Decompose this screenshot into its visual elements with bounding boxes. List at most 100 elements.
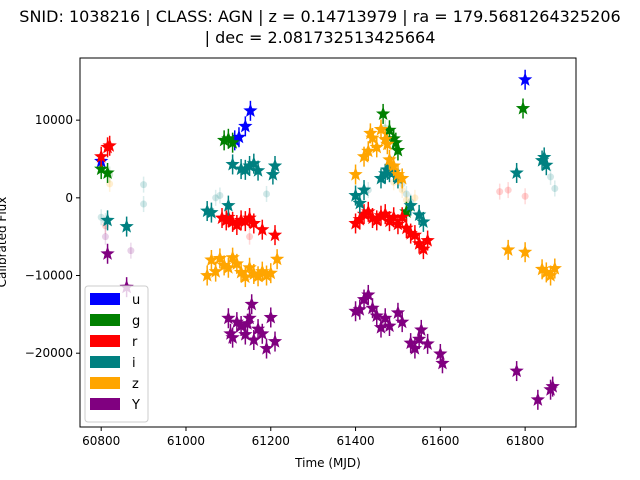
data-point-z (501, 242, 516, 256)
data-point-u (227, 132, 242, 147)
faint-point-r (521, 192, 529, 200)
y-tick-label: 0 (65, 191, 73, 205)
data-point-z (361, 143, 376, 158)
data-point-r (412, 236, 427, 250)
data-point-Y (545, 379, 560, 393)
data-point-z (242, 260, 257, 274)
detection-markers-layer (94, 69, 562, 410)
data-point-i (509, 165, 524, 180)
data-point-Y (250, 321, 266, 336)
data-point-u (238, 118, 253, 133)
data-point-r (382, 213, 397, 228)
data-point-i (267, 158, 283, 173)
data-point-r (390, 216, 406, 231)
data-point-i (539, 157, 554, 172)
y-tick-label: −10000 (25, 269, 73, 283)
faint-point-i (551, 185, 559, 193)
data-point-z (365, 130, 380, 145)
data-point-z (356, 149, 372, 163)
legend-label-r: r (132, 335, 138, 350)
data-point-z (229, 256, 244, 270)
data-point-g (217, 132, 232, 147)
data-point-u (243, 103, 258, 117)
data-point-z (200, 268, 215, 282)
data-point-i (221, 198, 236, 212)
data-point-i (246, 156, 261, 170)
data-point-z (382, 152, 397, 166)
data-point-Y (373, 320, 389, 334)
faint-point-Y (127, 247, 135, 255)
data-point-Y (240, 316, 255, 330)
data-point-Y (229, 314, 244, 329)
data-point-r (238, 213, 253, 228)
data-point-i (100, 212, 115, 227)
data-point-i (380, 162, 395, 176)
data-point-z (534, 261, 550, 276)
data-point-i (250, 163, 266, 177)
data-point-Y (352, 302, 367, 316)
data-point-r (255, 222, 270, 236)
data-point-i (242, 158, 257, 173)
faint-point-z (411, 194, 419, 202)
data-point-g (100, 165, 115, 180)
data-point-g (225, 135, 240, 149)
data-point-Y (242, 310, 257, 325)
data-point-z (518, 244, 533, 259)
faint-point-i (547, 173, 555, 181)
faint-point-i (140, 200, 148, 208)
data-point-Y (378, 310, 393, 325)
data-point-Y (244, 296, 259, 311)
data-point-r (378, 206, 393, 221)
data-point-Y (365, 300, 380, 315)
data-point-z (395, 170, 410, 185)
y-axis-label: Calibrated Flux (0, 197, 9, 288)
data-point-g (515, 100, 531, 115)
data-point-Y (263, 309, 278, 324)
data-point-Y (348, 303, 363, 318)
data-point-z (539, 264, 554, 279)
faint-points-layer (97, 119, 559, 259)
legend-swatch-i (90, 356, 120, 368)
data-point-z (270, 251, 285, 266)
data-point-r (416, 241, 431, 256)
data-point-Y (382, 318, 397, 333)
data-point-z (208, 264, 223, 278)
x-tick-label: 61200 (252, 434, 290, 448)
data-point-u (231, 129, 247, 144)
data-point-z (255, 264, 270, 278)
data-point-r (407, 227, 423, 242)
data-point-z (386, 158, 401, 173)
data-point-z (373, 121, 389, 136)
data-point-r (369, 212, 384, 227)
data-point-i (373, 170, 389, 185)
x-tick-label: 61000 (167, 434, 205, 448)
data-point-z (233, 264, 249, 279)
data-point-i (416, 214, 431, 228)
data-point-i (537, 149, 552, 164)
faint-point-r (504, 186, 512, 194)
data-point-z (238, 269, 253, 284)
data-point-z (221, 260, 236, 274)
data-point-Y (530, 392, 545, 406)
data-point-Y (100, 246, 115, 260)
data-point-Y (246, 332, 261, 347)
data-point-z (543, 268, 558, 282)
faint-point-i (212, 194, 220, 202)
data-point-r (361, 204, 376, 218)
data-point-Y (223, 326, 238, 340)
data-point-i (352, 195, 367, 210)
x-tick-label: 61800 (506, 434, 544, 448)
data-point-i (238, 162, 253, 176)
x-axis-ticks: 60800 61000 61200 61400 61600 61800 (82, 427, 544, 448)
legend-label-z: z (132, 377, 139, 392)
y-axis-ticks: −20000 −10000 0 10000 (25, 113, 80, 360)
data-point-Y (259, 341, 274, 355)
data-point-r (246, 215, 261, 230)
data-point-g (388, 135, 403, 149)
faint-point-i (140, 181, 148, 189)
faint-point-i (263, 190, 271, 198)
data-point-Y (356, 292, 372, 306)
data-point-z (348, 167, 363, 181)
data-point-r (365, 210, 380, 225)
